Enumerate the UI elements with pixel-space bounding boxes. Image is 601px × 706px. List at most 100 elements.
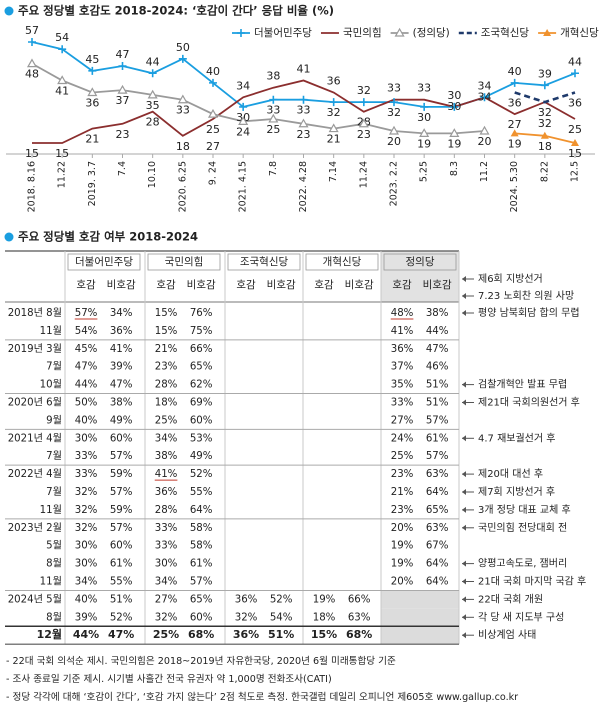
x-tick-label: 7.4: [117, 161, 128, 176]
row-month: 12월: [37, 627, 62, 641]
point-marker: [117, 84, 128, 94]
cell: 23%: [391, 469, 414, 480]
cell: 59%: [110, 505, 133, 516]
data-label: 19: [447, 137, 461, 150]
data-label: 44: [146, 55, 160, 68]
x-tick-label: 2018. 8.16: [27, 161, 38, 212]
cell: 49%: [190, 451, 213, 462]
party-header: 개혁신당: [323, 256, 362, 268]
point-marker: [420, 102, 429, 111]
footnote: - 정당 각각에 대해 ‘호감이 간다’, ‘호감 가지 않는다’ 2점 척도로…: [6, 691, 518, 703]
row-month: 6월: [46, 397, 62, 409]
row-year: 2020년: [8, 397, 43, 409]
cell: 39%: [75, 612, 98, 623]
cell: 25%: [391, 451, 414, 462]
table-title-bullet: [4, 232, 14, 242]
point-marker: [88, 66, 97, 75]
point-marker: [239, 102, 248, 111]
point-marker: [28, 38, 36, 46]
cell: 18%: [313, 612, 336, 623]
header-note: 제6회 지방선거: [478, 273, 543, 285]
data-label: 54: [55, 31, 69, 44]
cell: 36%: [233, 628, 259, 641]
cell: 51%: [110, 594, 133, 605]
data-label: 34: [478, 90, 492, 103]
note-arrowhead: [462, 560, 466, 567]
data-label: 30: [417, 111, 431, 124]
data-label: 25: [206, 123, 220, 136]
cell: 20%: [391, 523, 414, 534]
row-month: 11월: [40, 325, 62, 337]
x-tick-label: 9. 24: [208, 161, 219, 185]
cell: 54%: [75, 326, 98, 337]
row-month: 8월: [46, 611, 62, 623]
cell: 58%: [190, 541, 213, 552]
data-label: 33: [266, 104, 280, 117]
row-month: 2월: [46, 522, 62, 534]
cell: 60%: [110, 433, 133, 444]
data-label: 40: [508, 65, 522, 78]
row-note: 제20대 대선 후: [478, 468, 543, 480]
data-label: 30: [447, 100, 461, 113]
point-marker: [358, 118, 369, 128]
cell: 27%: [391, 415, 414, 426]
row-note: 검찰개혁안 발표 무렵: [478, 378, 567, 391]
x-tick-label: 12.5: [570, 161, 581, 182]
x-tick-label: 2022. 4.28: [298, 161, 309, 212]
note-arrowhead: [462, 614, 466, 621]
series-line: [31, 62, 485, 135]
cell: 33%: [155, 541, 178, 552]
point-marker: [148, 69, 157, 78]
cell: 69%: [190, 398, 213, 409]
note-arrowhead: [462, 471, 466, 478]
x-tick-label: 10.10: [147, 161, 158, 188]
row-month: 11월: [40, 576, 62, 588]
row-note: 양평고속도로, 잼버리: [478, 558, 567, 570]
data-label: 19: [417, 137, 431, 150]
point-marker: [328, 123, 339, 133]
cell: 66%: [348, 594, 371, 605]
cell: 34%: [110, 308, 133, 319]
row-month: 5월: [46, 540, 62, 552]
cell: 30%: [75, 541, 98, 552]
legend-label: 개혁신당: [560, 27, 599, 39]
cell: 67%: [426, 541, 449, 552]
data-label: 33: [176, 104, 190, 117]
data-label: 33: [387, 82, 401, 95]
note-arrowhead: [462, 310, 466, 316]
point-marker: [480, 93, 489, 102]
data-label: 36: [85, 97, 99, 110]
cell: 50%: [75, 398, 98, 409]
legend-label: (정의당): [413, 27, 450, 39]
cell: 64%: [190, 505, 213, 516]
cell: 30%: [75, 433, 98, 444]
party-box: [383, 253, 457, 271]
cell: 64%: [426, 559, 449, 570]
row-year: 2024년: [8, 593, 43, 605]
party-box: [227, 253, 301, 271]
point-marker: [329, 98, 338, 107]
point-marker: [147, 89, 158, 99]
row-month: 8월: [46, 307, 62, 319]
data-label: 40: [206, 65, 220, 78]
point-marker: [298, 118, 309, 128]
x-tick-label: 7.14: [328, 161, 339, 182]
cell: 21%: [391, 487, 414, 498]
data-label: 23: [357, 128, 371, 141]
data-label: 20: [478, 135, 492, 148]
point-marker: [177, 94, 188, 104]
cell: 51%: [426, 380, 449, 391]
x-tick-label: 5.25: [419, 161, 430, 182]
data-label: 21: [327, 133, 341, 146]
row-note: 21대 국회 마지막 국감 후: [478, 576, 586, 588]
cell: 57%: [190, 577, 213, 588]
sub-header: 비호감: [423, 279, 452, 291]
data-label: 36: [568, 97, 582, 110]
x-tick-label: 2019. 3.7: [87, 161, 98, 206]
cell: 57%: [75, 308, 98, 319]
data-label: 48: [25, 68, 39, 81]
cell: 34%: [75, 577, 98, 588]
cell: 57%: [110, 523, 133, 534]
cell: 23%: [391, 505, 414, 516]
data-label: 39: [538, 67, 552, 80]
